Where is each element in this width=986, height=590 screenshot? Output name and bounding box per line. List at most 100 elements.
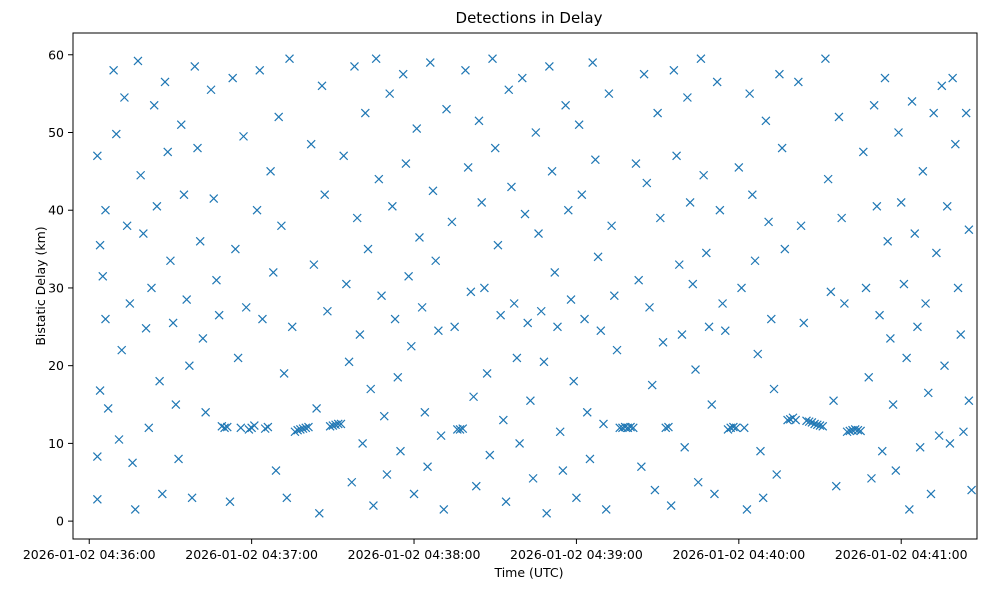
data-point-marker xyxy=(839,299,849,308)
data-point-marker xyxy=(176,120,186,130)
data-point-marker xyxy=(869,100,879,110)
data-point-marker xyxy=(363,244,373,254)
data-point-marker xyxy=(607,221,617,231)
data-point-marker xyxy=(544,61,554,71)
data-point-marker xyxy=(328,421,338,430)
data-point-marker xyxy=(230,244,240,254)
data-point-marker xyxy=(306,139,316,149)
data-point-marker xyxy=(406,341,416,351)
data-point-marker xyxy=(940,361,949,371)
data-point-marker xyxy=(152,201,162,211)
data-point-marker xyxy=(517,73,527,83)
data-point-marker xyxy=(948,73,958,83)
data-point-marker xyxy=(823,174,833,184)
data-point-marker xyxy=(501,497,511,507)
data-point-marker xyxy=(379,411,389,421)
data-point-marker xyxy=(674,260,684,270)
data-point-marker xyxy=(693,477,703,487)
data-point-marker xyxy=(585,454,595,464)
data-point-marker xyxy=(168,318,178,328)
data-point-marker xyxy=(574,120,584,130)
data-point-marker xyxy=(923,388,933,398)
data-point-marker xyxy=(92,151,102,161)
data-point-marker xyxy=(550,267,560,277)
data-point-marker xyxy=(98,271,108,281)
data-point-marker xyxy=(95,240,105,250)
data-point-marker xyxy=(233,353,243,363)
data-point-marker xyxy=(547,166,557,176)
data-point-marker xyxy=(850,424,860,434)
data-point-marker xyxy=(398,69,408,79)
data-point-marker xyxy=(287,322,297,332)
data-point-marker xyxy=(371,54,381,64)
data-point-marker xyxy=(829,396,838,406)
data-point-marker xyxy=(312,403,322,413)
data-point-marker xyxy=(317,81,327,91)
data-point-marker xyxy=(157,489,167,499)
data-point-marker xyxy=(688,279,698,289)
data-point-marker xyxy=(479,283,489,293)
data-point-marker xyxy=(374,174,384,184)
data-point-marker xyxy=(728,422,738,432)
data-point-marker xyxy=(325,421,335,431)
data-point-marker xyxy=(707,400,717,409)
data-point-marker xyxy=(515,438,525,448)
data-point-marker xyxy=(888,400,898,409)
data-point-marker xyxy=(539,357,549,367)
data-point-marker xyxy=(314,508,324,518)
data-point-marker xyxy=(477,198,487,207)
data-point-marker xyxy=(682,93,692,102)
data-point-marker xyxy=(350,61,359,71)
data-point-marker xyxy=(772,470,782,479)
data-point-marker xyxy=(523,318,533,328)
data-point-marker xyxy=(837,213,847,223)
data-point-marker xyxy=(821,54,830,64)
data-point-marker xyxy=(404,271,414,281)
data-point-marker xyxy=(431,256,441,266)
data-point-marker xyxy=(290,427,300,437)
x-tick-label: 2026-01-02 04:38:00 xyxy=(348,547,481,562)
data-point-marker xyxy=(198,334,208,343)
data-point-marker xyxy=(677,330,687,340)
data-point-marker xyxy=(710,489,719,499)
data-point-marker xyxy=(639,69,649,79)
data-point-marker xyxy=(101,205,110,215)
markers-layer xyxy=(92,54,977,518)
data-point-marker xyxy=(734,163,744,172)
data-point-marker xyxy=(561,100,571,110)
data-point-marker xyxy=(764,217,774,227)
data-point-marker xyxy=(804,417,814,427)
data-point-marker xyxy=(390,314,400,324)
data-point-marker xyxy=(896,198,906,207)
data-point-marker xyxy=(915,442,925,452)
data-point-marker xyxy=(336,419,346,429)
data-point-marker xyxy=(780,244,790,254)
data-point-marker xyxy=(845,426,855,436)
data-point-marker xyxy=(937,81,947,91)
data-point-marker xyxy=(225,497,235,507)
data-point-marker xyxy=(680,442,690,452)
data-point-marker xyxy=(609,291,619,301)
data-point-marker xyxy=(201,407,211,417)
data-point-marker xyxy=(282,493,292,503)
data-point-marker xyxy=(699,170,709,180)
data-point-marker xyxy=(880,73,890,83)
y-tick-label: 60 xyxy=(48,47,64,62)
data-point-marker xyxy=(295,424,305,434)
data-point-marker xyxy=(393,372,403,382)
data-point-marker xyxy=(344,357,354,367)
data-point-marker xyxy=(482,369,492,378)
data-point-marker xyxy=(174,454,183,464)
data-point-marker xyxy=(877,446,887,456)
data-point-marker xyxy=(555,427,565,437)
data-point-marker xyxy=(209,194,219,203)
data-point-marker xyxy=(964,225,974,235)
data-point-marker xyxy=(815,421,825,430)
data-point-marker xyxy=(831,481,841,491)
data-point-marker xyxy=(953,283,963,293)
data-point-marker xyxy=(182,295,192,305)
data-point-marker xyxy=(691,365,700,374)
data-point-marker xyxy=(114,435,124,444)
